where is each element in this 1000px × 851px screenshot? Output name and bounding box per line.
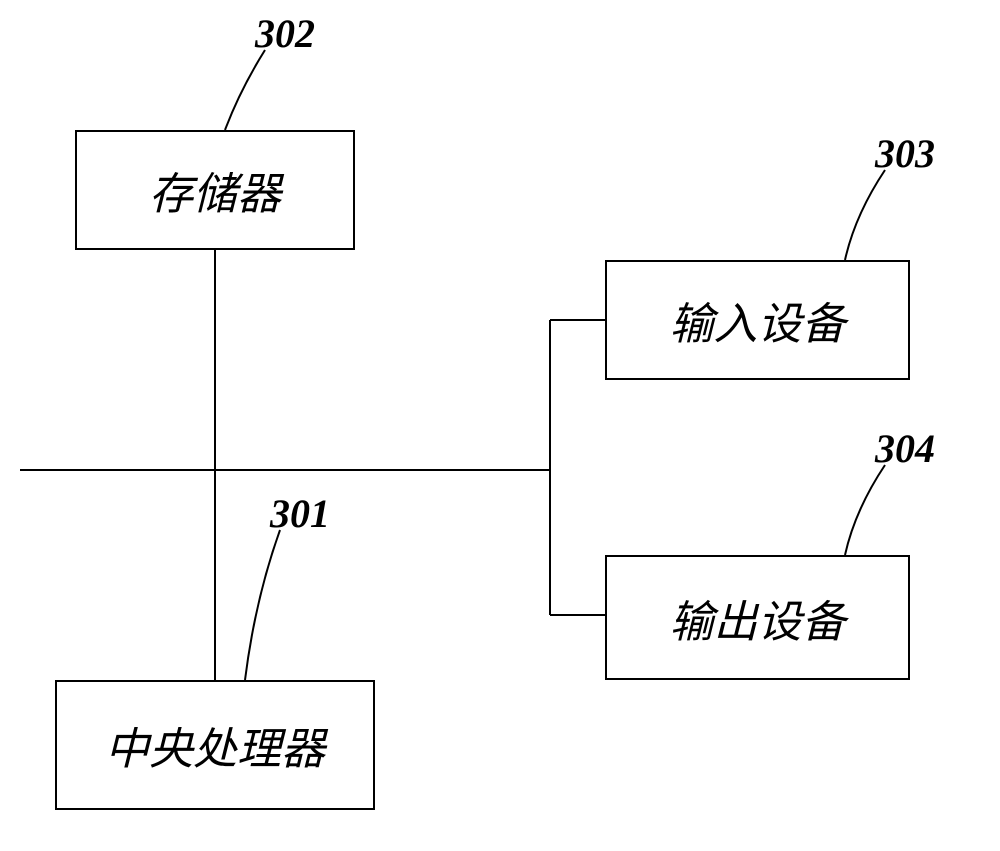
input-device-label: 输入设备 xyxy=(670,288,846,352)
cpu-box: 中央处理器 xyxy=(55,680,375,810)
output-device-box: 输出设备 xyxy=(605,555,910,680)
memory-box: 存储器 xyxy=(75,130,355,250)
memory-label: 存储器 xyxy=(149,158,281,222)
cpu-ref: 301 xyxy=(270,490,330,537)
output-device-label: 输出设备 xyxy=(670,586,846,650)
input-device-ref: 303 xyxy=(875,130,935,177)
block-diagram: 存储器 302 中央处理器 301 输入设备 303 输出设备 304 xyxy=(0,0,1000,851)
input-device-box: 输入设备 xyxy=(605,260,910,380)
output-device-ref: 304 xyxy=(875,425,935,472)
memory-ref: 302 xyxy=(255,10,315,57)
cpu-label: 中央处理器 xyxy=(105,713,325,777)
